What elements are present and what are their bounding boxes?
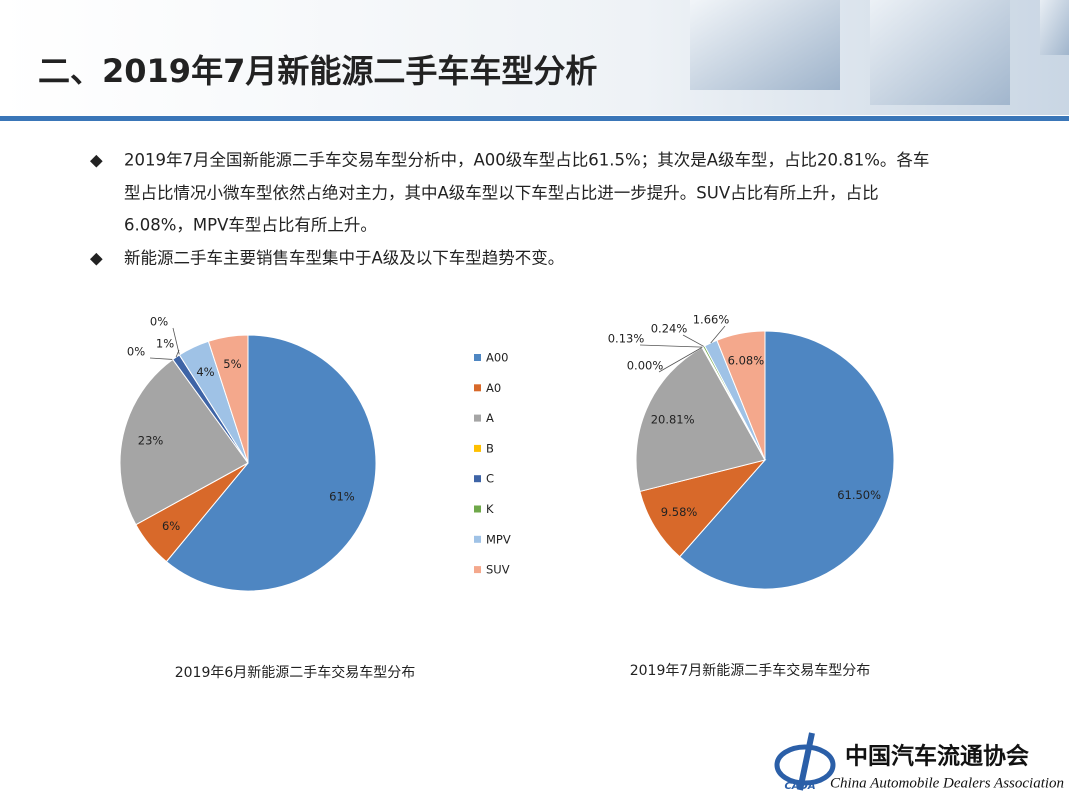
data-label: 0% bbox=[150, 315, 168, 329]
data-label: 9.58% bbox=[661, 505, 698, 519]
bullet-icon: ◆ bbox=[90, 249, 103, 268]
header-decoration bbox=[1040, 0, 1069, 55]
legend-label: K bbox=[486, 502, 494, 516]
slide-title: 二、2019年7月新能源二手车车型分析 bbox=[38, 52, 597, 90]
data-label: 1% bbox=[156, 337, 174, 351]
data-label: 6% bbox=[162, 519, 180, 533]
header-decoration bbox=[870, 0, 1010, 105]
org-name-cn: 中国汽车流通协会 bbox=[845, 743, 1029, 770]
pie-slice bbox=[207, 334, 249, 464]
leader-line bbox=[658, 347, 703, 373]
data-label: 61% bbox=[329, 489, 355, 503]
data-label: 5% bbox=[223, 357, 241, 371]
logo: CADA 中国汽车流通协会 China Automobile Dealers A… bbox=[774, 732, 1064, 792]
legend-swatch bbox=[474, 505, 481, 513]
legend-swatch bbox=[474, 444, 481, 452]
leader-line bbox=[682, 334, 705, 347]
org-name-en: China Automobile Dealers Association bbox=[830, 775, 1064, 791]
data-label: 0.13% bbox=[608, 332, 645, 346]
pie-slice bbox=[119, 358, 249, 526]
data-label: 20.81% bbox=[651, 413, 695, 427]
logo-text: CADA bbox=[784, 781, 815, 792]
data-label: 0% bbox=[127, 345, 145, 359]
bullet-icon: ◆ bbox=[90, 151, 103, 170]
data-label: 4% bbox=[196, 365, 214, 379]
bullet-text: 6.08%，MPV车型占比有所上升。 bbox=[124, 216, 377, 235]
leader-line bbox=[639, 344, 703, 348]
data-label: 1.66% bbox=[693, 313, 730, 327]
leader-line bbox=[149, 357, 173, 360]
chart-title: 2019年7月新能源二手车交易车型分布 bbox=[630, 662, 871, 679]
bullet-text: 型占比情况小微车型依然占绝对主力，其中A级车型以下车型占比进一步提升。SUV占比… bbox=[124, 184, 879, 203]
legend-label: SUV bbox=[486, 563, 510, 577]
header-rule bbox=[0, 116, 1069, 121]
pie-slice bbox=[639, 459, 767, 558]
leader-line bbox=[710, 325, 726, 344]
bullet-text: 2019年7月全国新能源二手车交易车型分析中，A00级车型占比61.5%；其次是… bbox=[124, 151, 929, 170]
legend-swatch bbox=[474, 566, 481, 574]
legend-swatch bbox=[474, 414, 481, 422]
pie-slice bbox=[678, 330, 895, 590]
legend-label: B bbox=[486, 441, 494, 455]
legend-swatch bbox=[474, 475, 481, 483]
data-label: 61.50% bbox=[837, 488, 881, 502]
data-label: 0.24% bbox=[651, 322, 688, 336]
data-label: 0.00% bbox=[627, 359, 664, 373]
data-label: 6.08% bbox=[728, 354, 765, 368]
legend-label: C bbox=[486, 472, 494, 486]
chart-title: 2019年6月新能源二手车交易车型分布 bbox=[175, 664, 416, 681]
pie-slice bbox=[165, 334, 377, 592]
legend-swatch bbox=[474, 384, 481, 392]
legend-label: A0 bbox=[486, 381, 501, 395]
header-decoration bbox=[690, 0, 840, 90]
leader-line bbox=[172, 327, 180, 356]
logo-mark bbox=[797, 732, 815, 791]
pie-slice bbox=[716, 330, 766, 461]
pie-slice bbox=[635, 346, 766, 493]
legend-label: MPV bbox=[486, 532, 511, 546]
data-label: 23% bbox=[138, 434, 164, 448]
legend-swatch bbox=[474, 354, 481, 361]
legend-label: A bbox=[486, 411, 494, 425]
logo-mark bbox=[774, 744, 836, 786]
legend-label: A00 bbox=[486, 351, 509, 365]
bullet-text: 新能源二手车主要销售车型集中于A级及以下车型趋势不变。 bbox=[124, 249, 564, 268]
legend-swatch bbox=[474, 535, 481, 543]
